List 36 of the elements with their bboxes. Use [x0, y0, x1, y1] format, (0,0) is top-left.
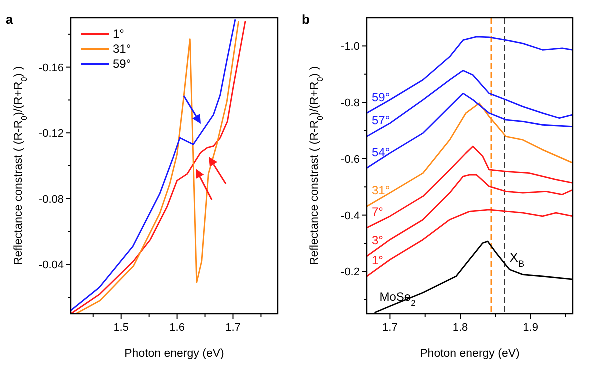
series-label: 1° — [372, 254, 384, 268]
line-series — [366, 209, 574, 278]
series-label: 59° — [372, 90, 390, 104]
legend-label: 31° — [113, 42, 132, 56]
x-tick-label: 1.8 — [452, 322, 468, 334]
series-label: 54° — [372, 145, 390, 160]
ref-line-label: X$_{B}$ — [510, 250, 525, 269]
y-tick-label: -0.12 — [38, 128, 64, 140]
y-tick-label: -0.8 — [341, 98, 360, 110]
x-tick-label: 1.9 — [523, 322, 538, 334]
x-tick-label: 1.7 — [226, 322, 241, 334]
x-tick-label: 1.7 — [382, 322, 398, 334]
y-tick-label: -0.4 — [341, 210, 360, 222]
legend-label: 59° — [113, 57, 132, 71]
series-label: 7° — [372, 205, 384, 220]
y-tick-label: -0.2 — [341, 266, 360, 279]
line-series — [366, 70, 574, 138]
series-label: 31° — [372, 184, 390, 198]
y-tick-label: -1.0 — [341, 41, 360, 54]
series-label: MoSe$_{2}$ — [380, 290, 416, 308]
series-label: 57° — [372, 114, 390, 128]
y-tick-label: -0.08 — [38, 194, 64, 206]
x-axis-title: Photon energy (eV) — [124, 348, 225, 360]
x-axis-title: Photon energy (eV) — [420, 348, 520, 360]
series-label: 3° — [372, 233, 384, 248]
x-tick-label: 1.6 — [170, 322, 185, 334]
line-series — [366, 92, 574, 169]
y-tick-label: -0.6 — [341, 154, 360, 166]
y-tick-label: -0.16 — [38, 62, 64, 74]
x-tick-label: 1.5 — [114, 322, 129, 334]
line-series — [366, 146, 574, 229]
y-tick-label: -0.04 — [38, 260, 64, 272]
chart-title: b — [302, 12, 310, 27]
chart-title: a — [6, 12, 14, 27]
line-series — [366, 36, 574, 114]
legend-label: 1° — [113, 27, 125, 41]
